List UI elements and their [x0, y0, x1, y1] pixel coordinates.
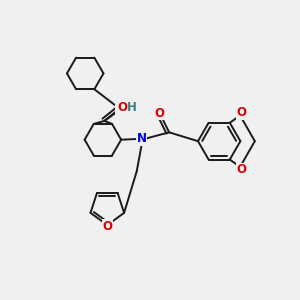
- Text: O: O: [237, 106, 247, 119]
- Text: N: N: [137, 132, 147, 145]
- Text: O: O: [155, 107, 165, 120]
- Text: O: O: [102, 220, 112, 233]
- Text: N: N: [116, 103, 126, 116]
- Text: O: O: [117, 100, 127, 114]
- Text: O: O: [237, 163, 247, 176]
- Text: H: H: [127, 100, 137, 113]
